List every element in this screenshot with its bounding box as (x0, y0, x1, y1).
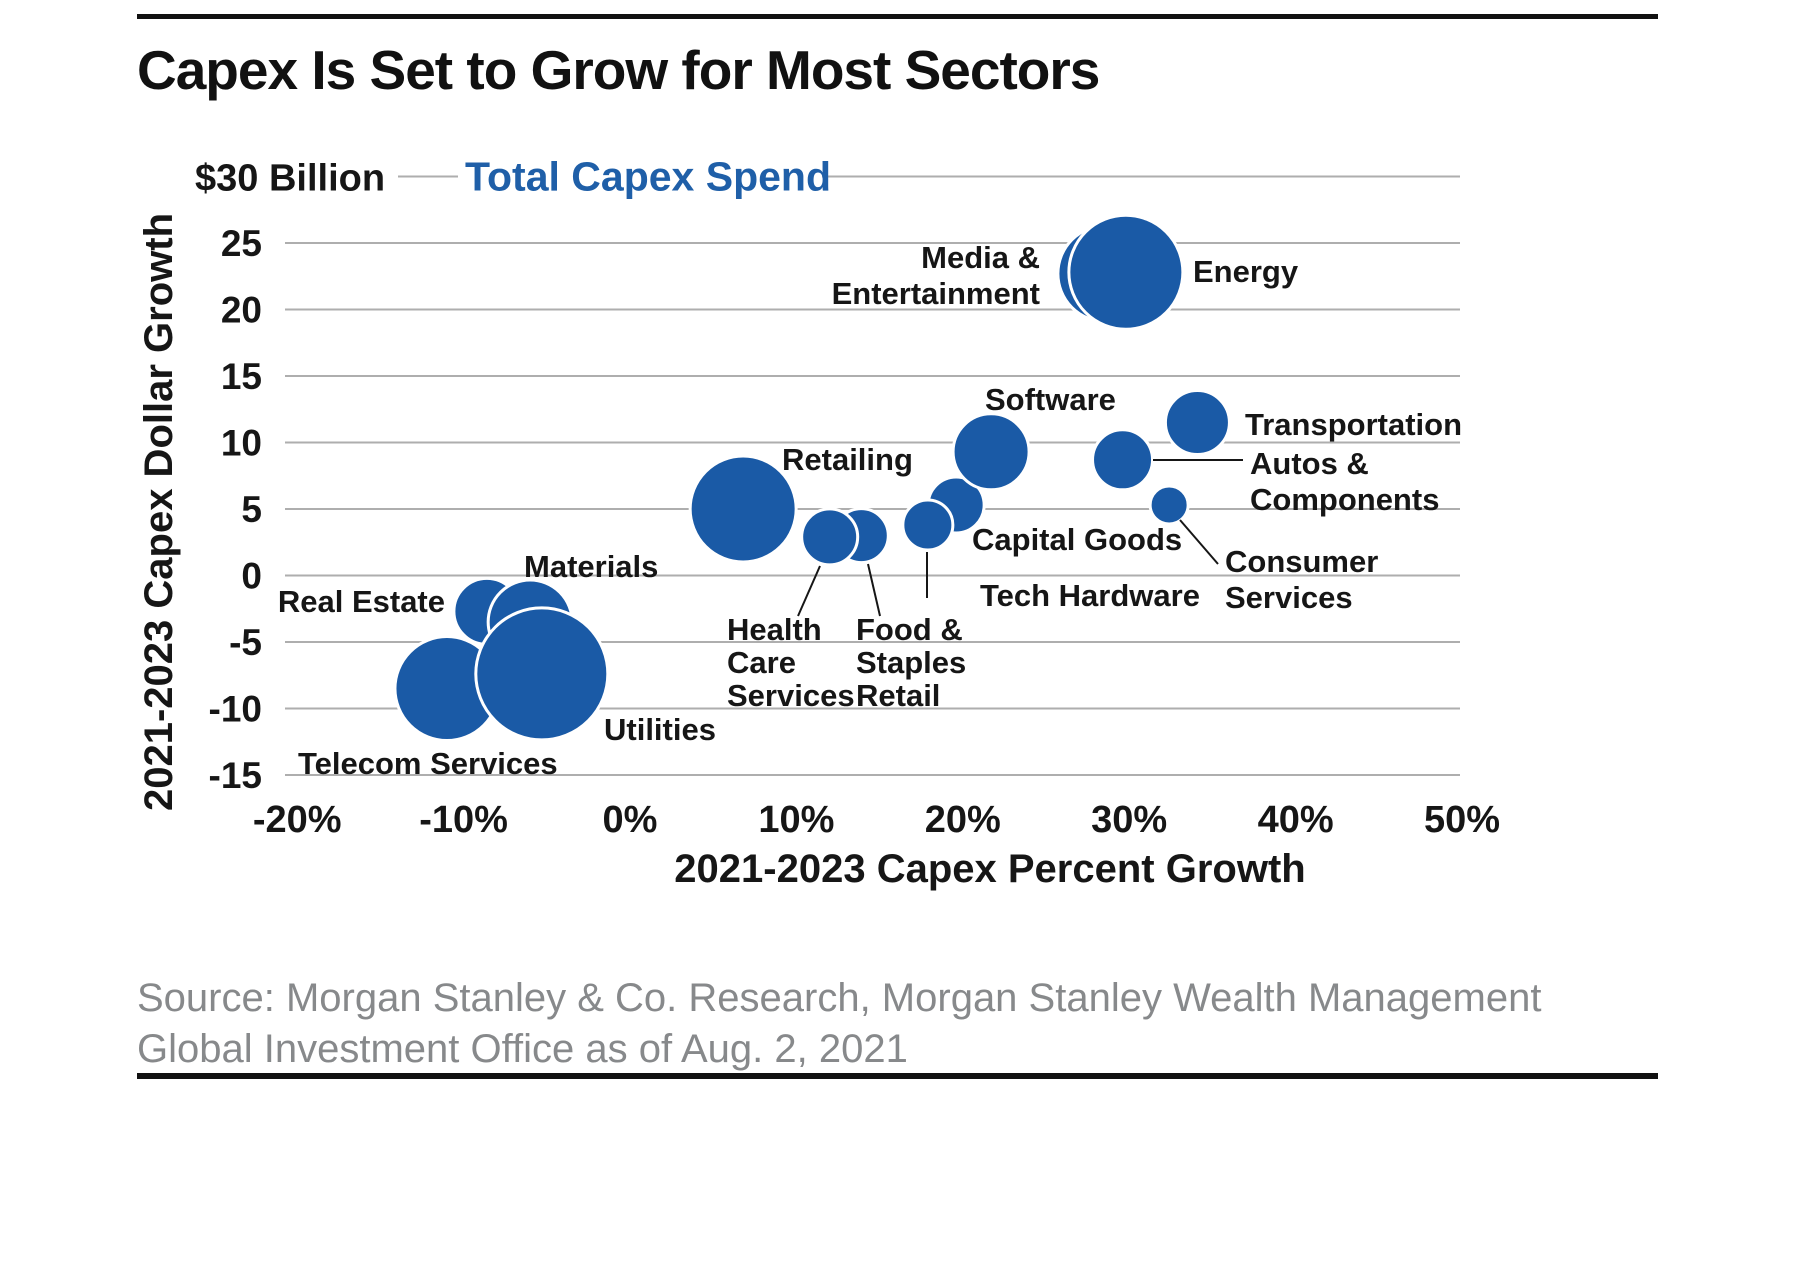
bubble-label-health-care-services: Health (727, 612, 822, 647)
x-tick-label: 50% (1424, 799, 1500, 841)
bubble-label-transportation: Transportation (1245, 407, 1462, 442)
capex-bubble-chart: $30 Billion Total Capex Spend 25 20 15 10 5 0 -5… (137, 154, 1500, 892)
y-tick-label: 10 (221, 423, 262, 464)
bubble-transportation (1163, 389, 1231, 457)
bubble-label-food-staples-retail: Food & (856, 612, 963, 647)
bubble-label-energy: Energy (1193, 254, 1299, 289)
bubble-label-autos-components: Components (1250, 482, 1439, 517)
bubble-label-media-entertainment: Entertainment (832, 276, 1040, 311)
x-tick-label: -20% (253, 799, 342, 841)
leader-line-consumer-services (1179, 519, 1219, 565)
x-tick-label: -10% (419, 799, 508, 841)
bubble-label-autos-components: Autos & (1250, 446, 1369, 481)
bubble-label-tech-hardware: Tech Hardware (980, 578, 1200, 613)
bubble-label-materials: Materials (524, 549, 658, 584)
bubble-autos-components (1091, 428, 1155, 492)
bubble-label-capital-goods: Capital Goods (972, 522, 1182, 557)
bubble-consumer-services (1148, 484, 1190, 526)
bubble-health-care-services (800, 507, 860, 567)
leader-line-health-care-services (797, 565, 821, 617)
bubble-label-telecom-services: Telecom Services (298, 746, 558, 781)
y-tick-label: 15 (221, 356, 262, 397)
x-tick-label: 40% (1258, 799, 1334, 841)
bubble-label-media-entertainment: Media & (921, 240, 1040, 275)
y-tick-label: -15 (209, 755, 262, 796)
bottom-rule (137, 1073, 1658, 1079)
bubble-label-consumer-services: Consumer (1225, 544, 1378, 579)
size-legend-title: Total Capex Spend (465, 154, 831, 200)
y-tick-label: 5 (241, 489, 262, 530)
x-tick-label: 30% (1091, 799, 1167, 841)
chart-title: Capex Is Set to Grow for Most Sectors (137, 39, 1100, 101)
bubble-label-software: Software (985, 382, 1116, 417)
y-tick-label: 25 (221, 223, 262, 264)
y-axis-title: 2021-2023 Capex Dollar Growth (137, 213, 181, 811)
bubble-retailing (688, 454, 798, 564)
top-rule (137, 14, 1658, 19)
bubble-label-utilities: Utilities (604, 712, 716, 747)
source-line-1: Source: Morgan Stanley & Co. Research, M… (137, 976, 1542, 1020)
bubble-tech-hardware (901, 498, 955, 552)
bubble-label-retailing: Retailing (782, 442, 913, 477)
bubble-software (951, 412, 1031, 492)
x-tick-label: 0% (603, 799, 658, 841)
y-tick-label: 20 (221, 290, 262, 331)
y-tick-label: -10 (209, 689, 262, 730)
bubble-label-consumer-services: Services (1225, 580, 1353, 615)
leader-line-food-staples-retail (867, 563, 881, 617)
bubble-utilities (474, 606, 610, 742)
bubble-energy (1067, 213, 1185, 331)
bubble-label-food-staples-retail: Retail (856, 678, 940, 713)
bubble-label-health-care-services: Care (727, 645, 796, 680)
bubble-label-real-estate: Real Estate (278, 584, 445, 619)
bubble-label-health-care-services: Services (727, 678, 855, 713)
source-text: Source: Morgan Stanley & Co. Research, M… (137, 973, 1617, 1075)
x-tick-label: 20% (925, 799, 1001, 841)
y-tick-label: 0 (241, 556, 262, 597)
x-tick-label: 10% (758, 799, 834, 841)
source-line-2: Global Investment Office as of Aug. 2, 2… (137, 1027, 908, 1072)
x-axis-title: 2021-2023 Capex Percent Growth (674, 847, 1305, 891)
y-tick-label: -5 (229, 622, 262, 663)
bubble-label-food-staples-retail: Staples (856, 645, 966, 680)
size-legend-value: $30 Billion (195, 158, 385, 200)
